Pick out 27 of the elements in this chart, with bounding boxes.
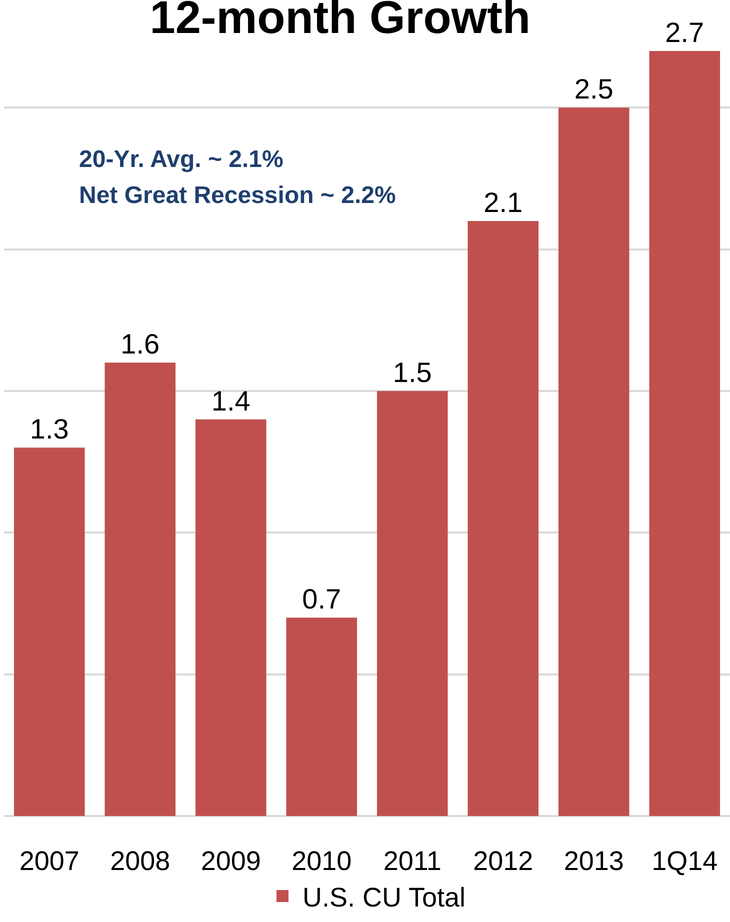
data-label: 1.3 xyxy=(30,414,69,445)
data-label: 1.4 xyxy=(211,385,250,416)
bar xyxy=(104,362,176,816)
data-label: 2.1 xyxy=(484,187,523,218)
x-tick-label: 2012 xyxy=(473,846,534,876)
bar xyxy=(649,51,720,816)
bar xyxy=(558,108,630,816)
x-tick-label: 2009 xyxy=(200,846,261,876)
bar xyxy=(376,391,448,816)
bar xyxy=(14,448,85,816)
data-label: 2.5 xyxy=(574,74,614,105)
x-tick-label: 2007 xyxy=(19,846,80,876)
bar xyxy=(286,618,358,816)
annotation: 20-Yr. Avg. ~ 2.1% xyxy=(79,146,284,173)
x-tick-label: 2011 xyxy=(383,846,442,876)
data-label: 0.7 xyxy=(302,584,342,615)
bar xyxy=(468,221,539,816)
annotation: Net Great Recession ~ 2.2% xyxy=(79,182,396,209)
data-label: 1.5 xyxy=(392,357,432,388)
legend-label: U.S. CU Total xyxy=(302,882,466,913)
x-tick-label: 2008 xyxy=(110,846,170,876)
x-tick-label: 1Q14 xyxy=(652,846,718,876)
x-tick-label: 2010 xyxy=(292,846,352,876)
data-label: 1.6 xyxy=(120,328,160,360)
bar xyxy=(195,419,266,816)
x-tick-label: 2013 xyxy=(564,846,624,876)
data-label: 2.7 xyxy=(665,17,704,48)
